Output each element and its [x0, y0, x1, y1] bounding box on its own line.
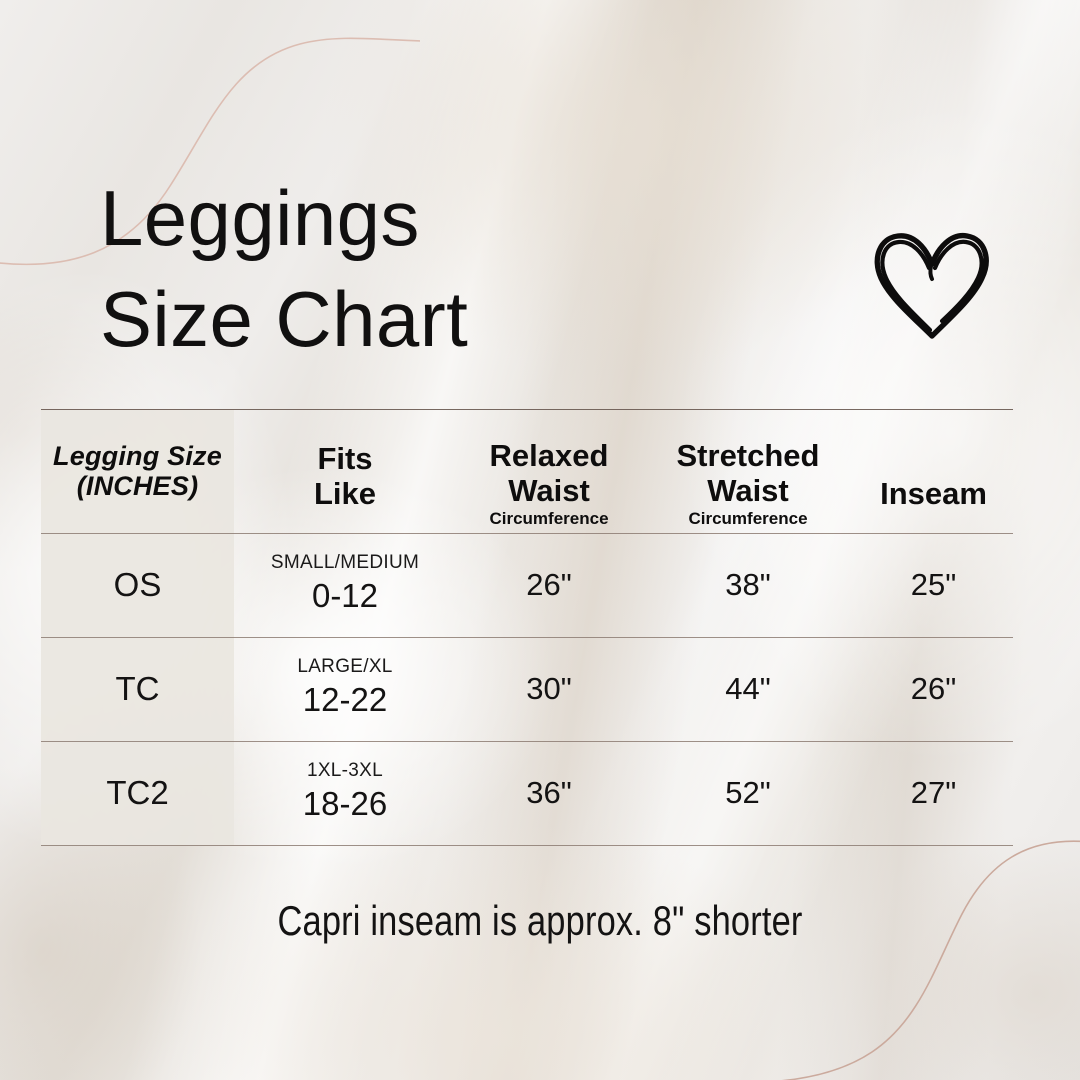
header-bottom-border — [41, 533, 1013, 534]
cell-fits-like: LARGE/XL 12-22 — [234, 637, 456, 741]
header-label: Legging Size (INCHES) — [53, 440, 222, 502]
inseam-value: 26" — [910, 671, 957, 706]
fits-value: 0-12 — [311, 577, 379, 615]
cell-size: TC2 — [41, 741, 234, 845]
cell-stretched-waist: 44" — [642, 637, 854, 741]
cell-size: TC — [41, 637, 234, 741]
row-separator — [41, 637, 1013, 638]
relaxed-waist-value: 30" — [526, 671, 572, 706]
cell-stretched-waist: 38" — [642, 533, 854, 637]
header-sublabel: Circumference — [688, 509, 808, 529]
cell-inseam: 25" — [854, 533, 1013, 637]
size-value: TC — [115, 670, 160, 707]
size-value: TC2 — [106, 774, 169, 811]
stretched-waist-value: 44" — [725, 671, 771, 706]
inseam-value: 25" — [910, 567, 957, 602]
table-row: TC LARGE/XL 12-22 30" 44" 26" — [41, 637, 1013, 741]
fits-value: 12-22 — [302, 681, 388, 719]
header-label: Inseam — [880, 475, 987, 511]
table-bottom-border — [41, 845, 1013, 846]
stretched-waist-value: 38" — [725, 567, 771, 602]
fits-label: LARGE/XL — [297, 656, 393, 678]
header-label: Relaxed Waist — [489, 438, 609, 509]
table-row: OS SMALL/MEDIUM 0-12 26" 38" 25" — [41, 533, 1013, 637]
cell-fits-like: 1XL-3XL 18-26 — [234, 741, 456, 845]
relaxed-waist-value: 36" — [526, 775, 572, 810]
table-header-row: Legging Size (INCHES) Fits Like Relaxed … — [41, 409, 1013, 533]
cell-relaxed-waist: 30" — [456, 637, 642, 741]
column-header-inseam: Inseam — [854, 409, 1013, 533]
fits-label: SMALL/MEDIUM — [270, 552, 420, 574]
cell-inseam: 26" — [854, 637, 1013, 741]
column-header-fits-like: Fits Like — [234, 409, 456, 533]
size-column-tint — [41, 409, 234, 846]
table-top-border — [41, 409, 1013, 410]
row-separator — [41, 741, 1013, 742]
column-header-relaxed-waist: Relaxed Waist Circumference — [456, 409, 642, 533]
cell-relaxed-waist: 36" — [456, 741, 642, 845]
cell-relaxed-waist: 26" — [456, 533, 642, 637]
cell-fits-like: SMALL/MEDIUM 0-12 — [234, 533, 456, 637]
cell-size: OS — [41, 533, 234, 637]
relaxed-waist-value: 26" — [526, 567, 572, 602]
size-value: OS — [113, 566, 162, 603]
column-header-stretched-waist: Stretched Waist Circumference — [642, 409, 854, 533]
inseam-value: 27" — [910, 775, 957, 810]
fits-label: 1XL-3XL — [306, 760, 384, 782]
column-header-size: Legging Size (INCHES) — [41, 409, 234, 533]
size-chart-table: Legging Size (INCHES) Fits Like Relaxed … — [41, 409, 1013, 846]
page-title: Leggings Size Chart — [100, 174, 469, 364]
footer-note: Capri inseam is approx. 8" shorter — [277, 897, 803, 944]
table-row: TC2 1XL-3XL 18-26 36" 52" 27" — [41, 741, 1013, 845]
header-label: Fits Like — [313, 440, 377, 511]
header-sublabel: Circumference — [489, 509, 609, 529]
fits-value: 18-26 — [302, 785, 388, 823]
cell-inseam: 27" — [854, 741, 1013, 845]
stretched-waist-value: 52" — [725, 775, 771, 810]
cell-stretched-waist: 52" — [642, 741, 854, 845]
heart-doodle-icon — [874, 232, 989, 339]
header-label: Stretched Waist — [676, 438, 820, 509]
